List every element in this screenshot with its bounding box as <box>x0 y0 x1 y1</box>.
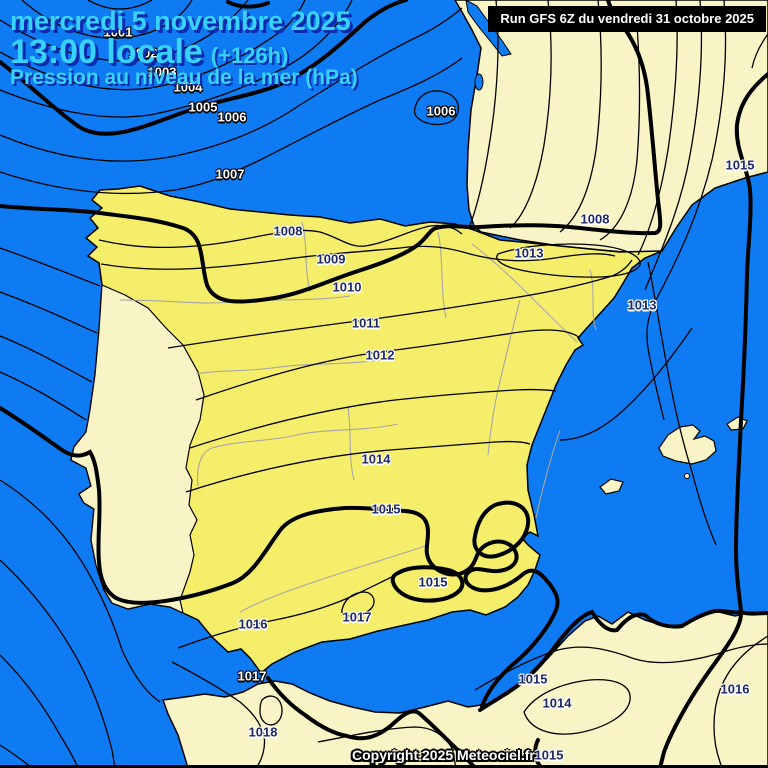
date-title: mercredi 5 novembre 2025 <box>10 6 351 36</box>
time-title: 13:00 locale <box>10 33 203 71</box>
parameter-subtitle: Pression au niveau de la mer (hPa) <box>10 66 358 89</box>
model-run-info-box: Run GFS 6Z du vendredi 31 octobre 2025 <box>488 6 766 32</box>
copyright-label: Copyright 2025 Meteociel.fr <box>352 747 535 763</box>
forecast-offset-label: (+126h) <box>210 43 289 68</box>
portugal-landmass <box>70 284 205 615</box>
small-island <box>684 473 690 479</box>
bottom-black-bar <box>0 765 768 768</box>
time-title-row: 13:00 locale (+126h) <box>10 33 288 72</box>
mallorca-island <box>658 424 717 465</box>
ibiza-island <box>599 478 624 495</box>
admin-lines <box>119 221 597 613</box>
arcachon-bay <box>474 73 484 91</box>
